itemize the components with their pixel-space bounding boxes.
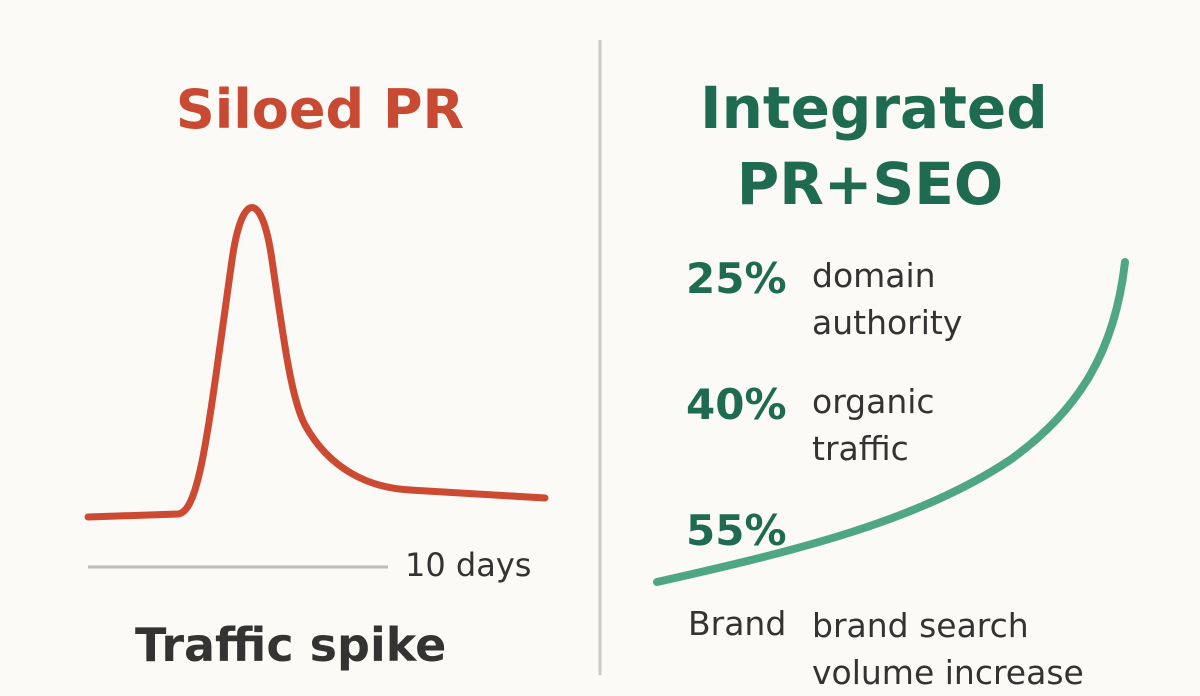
- decorations: [84, 40, 1129, 675]
- stat-prefix: Brand: [688, 604, 787, 643]
- left-title: Siloed PR: [175, 78, 465, 141]
- right-title: Integrated PR+SEO: [700, 74, 1048, 218]
- stat-value: 25%: [686, 254, 787, 303]
- stat-value: 40%: [686, 380, 787, 429]
- stat-label: organic traffic: [812, 382, 935, 468]
- spike-curve: [84, 204, 549, 521]
- stat-value: 55%: [686, 506, 787, 555]
- stat-label: brand search volume increase: [812, 606, 1084, 692]
- caption: Traffic spike: [135, 618, 447, 672]
- axis-label: 10 days: [405, 546, 532, 584]
- stat-label: domain authority: [812, 256, 963, 342]
- growth-curve: [653, 258, 1129, 586]
- page: Siloed PR 10 days Traffic spike Integrat…: [84, 40, 1129, 692]
